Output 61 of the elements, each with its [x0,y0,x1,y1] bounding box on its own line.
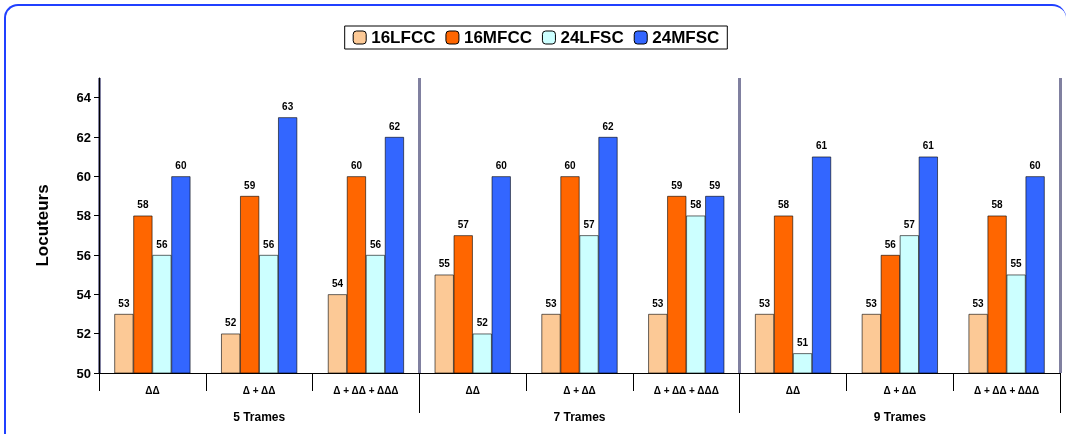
data-label: 56 [884,238,897,250]
y-tick-label: 60 [76,168,91,184]
y-tick-label: 58 [76,208,91,224]
data-label: 60 [175,159,187,171]
y-tick-label: 64 [76,90,92,106]
legend-label: 16LFCC [371,28,436,47]
x-tick-label: ΔΔ [785,384,801,396]
data-label: 53 [972,297,985,309]
data-label: 58 [137,199,149,211]
x-tick-label: ΔΔ [145,384,160,396]
data-label: 60 [350,159,363,171]
data-label: 53 [758,297,771,309]
data-label: 60 [1029,159,1042,171]
data-label: 56 [156,238,168,250]
data-label: 52 [225,317,237,329]
data-label: 53 [652,297,664,309]
text: 7 Trames [553,410,606,424]
data-label: 60 [564,159,576,171]
text: 9 Trames [873,410,927,424]
x-tick-label: Δ + ΔΔ + ΔΔΔ [974,384,1040,396]
x-tick-label: Δ + ΔΔ + ΔΔΔ [333,384,399,396]
x-tick-label: Δ + ΔΔ [563,384,596,396]
data-label: 56 [369,238,382,250]
data-label: 55 [438,258,451,270]
y-axis-title: Locuteurs [33,184,52,267]
data-label: 59 [671,179,683,191]
y-tick-label: 50 [76,365,91,381]
legend-label: 24LFSC [560,28,624,47]
y-tick-label: 56 [76,247,91,263]
legend-label: 24MFSC [652,28,720,47]
y-tick-label: 54 [76,286,92,302]
data-label: 57 [903,218,916,230]
data-label: 55 [1010,258,1023,270]
legend-label: 16MFCC [463,28,532,47]
data-label: 59 [709,179,721,191]
data-label: 53 [118,297,130,309]
data-label: 60 [495,159,508,171]
x-tick-label: ΔΔ [465,384,480,396]
x-tick-label: Δ + ΔΔ [242,384,276,396]
data-label: 56 [263,238,275,250]
data-label: 54 [331,277,344,289]
data-label: 61 [922,140,935,152]
data-label: 57 [583,218,595,230]
data-label: 57 [457,218,470,230]
data-label: 58 [690,199,702,211]
data-label: 63 [282,100,294,112]
data-label: 58 [777,199,790,211]
data-label: 58 [991,199,1004,211]
data-label: 53 [545,297,557,309]
data-label: 61 [815,140,828,152]
data-label: 62 [388,120,401,132]
data-label: 62 [602,120,614,132]
x-tick-label: Δ + ΔΔ [883,384,917,396]
data-label: 52 [476,317,489,329]
data-label: 59 [244,179,256,191]
data-label: 51 [796,336,809,348]
text: 5 Trames [233,410,286,424]
y-tick-label: 52 [76,326,91,342]
x-tick-label: Δ + ΔΔ + ΔΔΔ [653,384,719,396]
y-tick-label: 62 [76,129,91,145]
data-label: 53 [865,297,878,309]
